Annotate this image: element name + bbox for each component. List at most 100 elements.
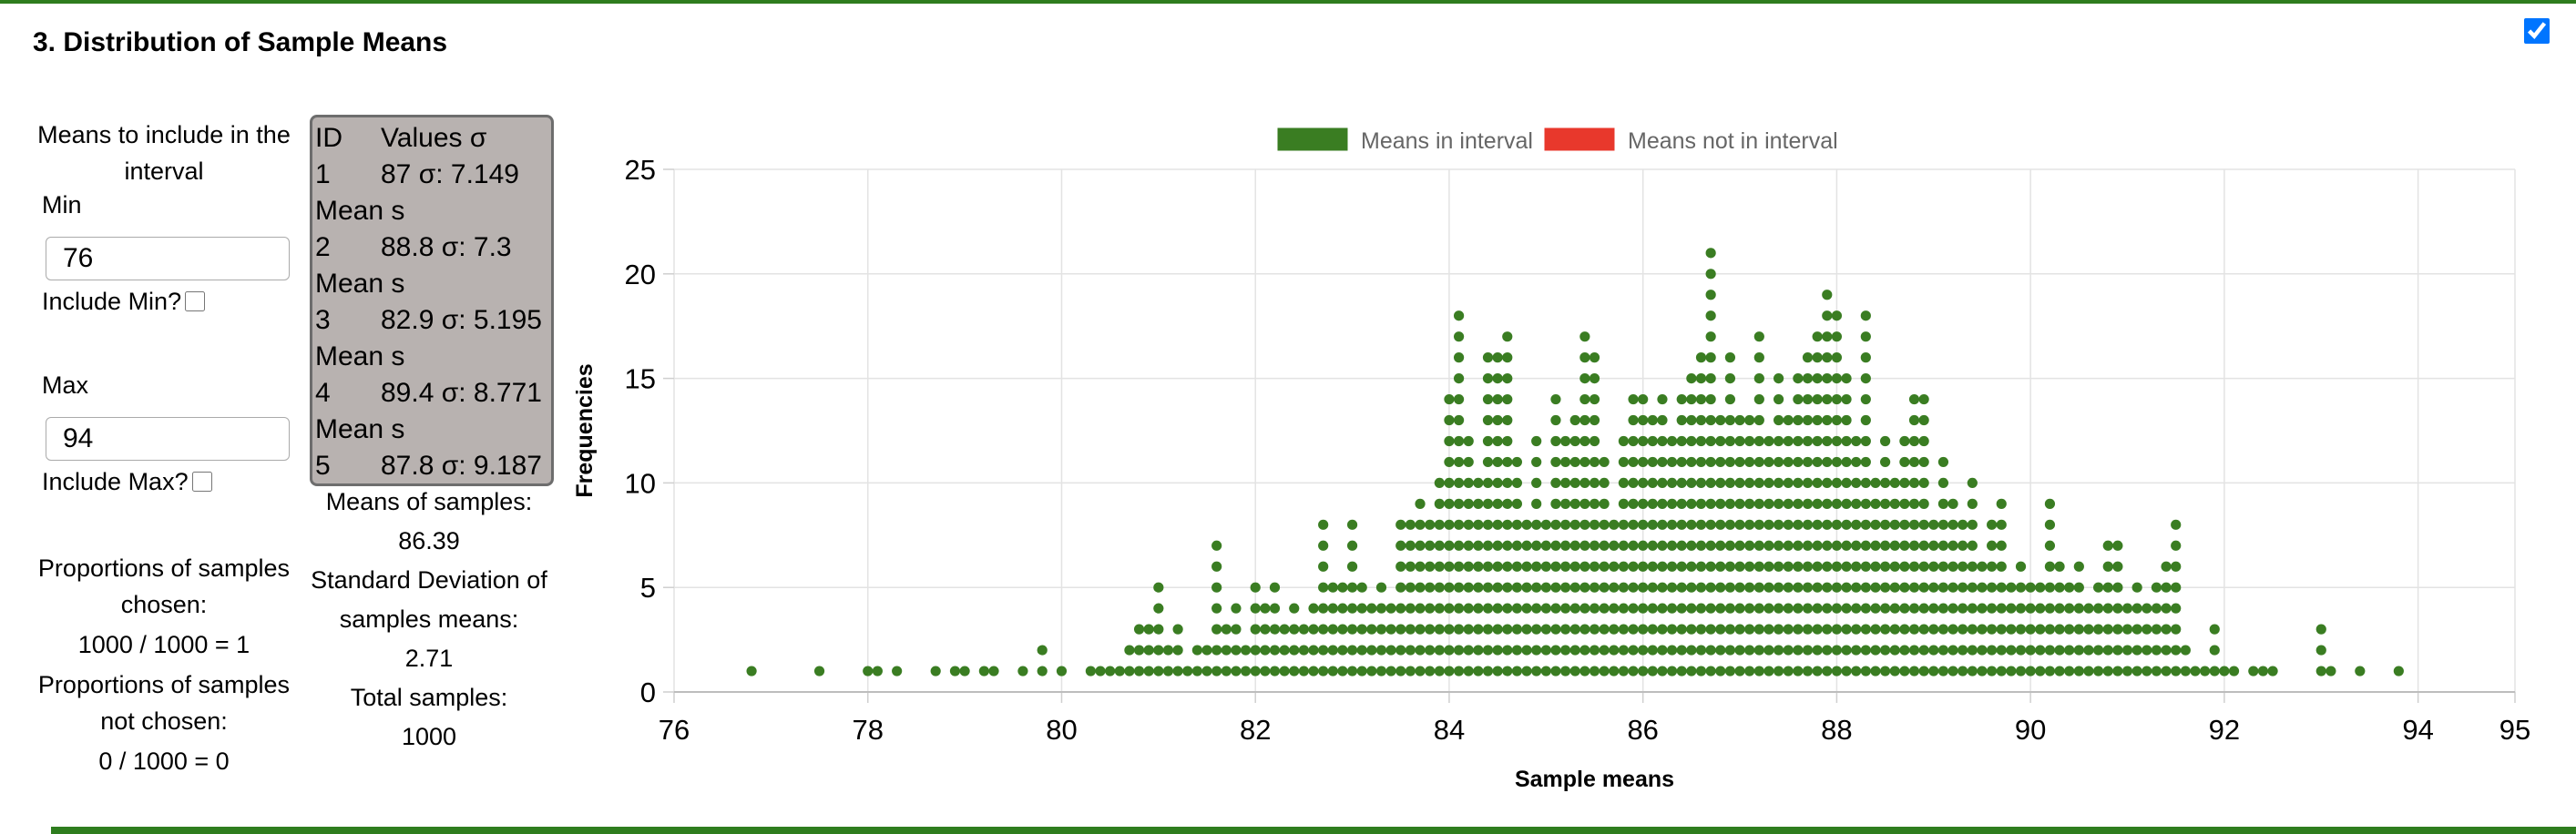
mean-dot [1327,666,1338,676]
mean-dot [1589,666,1600,676]
mean-dot [1705,290,1716,300]
mean-dot [2180,645,2191,656]
mean-dot [1860,414,1871,426]
mean-dot [1599,519,1610,530]
mean-dot [2121,624,2133,635]
mean-dot [1502,435,1513,447]
include-min-checkbox[interactable] [185,291,206,311]
mean-dot [1647,456,1658,468]
mean-dot [1841,561,1852,572]
chart-legend: Means in interval Means not in interval [1276,127,1838,154]
mean-dot [1502,582,1513,593]
mean-dot [1870,561,1881,572]
mean-dot [1899,561,1910,572]
mean-dot [1531,624,1542,635]
mean-dot [1638,603,1649,614]
samples-list[interactable]: ID Values σ 1 87 σ: 7.149 Mean s 2 88.8 σ: … [310,115,554,486]
mean-dot [1715,456,1726,468]
mean-dot [1511,477,1523,488]
mean-dot [1695,456,1707,468]
mean-dot [1734,603,1745,614]
sample-value: 87.8 σ: 9.187 [381,451,542,481]
min-input[interactable] [46,237,290,280]
mean-dot [1705,645,1716,656]
mean-dot [2142,645,2152,656]
mean-dot [1482,435,1494,447]
mean-dot [1444,603,1455,614]
mean-dot [1502,519,1513,530]
mean-dot [1260,666,1271,676]
mean-dot [1395,603,1406,614]
mean-dot [1559,645,1571,656]
mean-dot [1618,477,1630,488]
mean-dot [1724,603,1736,614]
mean-dot [2131,666,2142,676]
chart-axes: 76 78 80 82 84 86 88 90 92 94 95 0 5 10 15 20 25 [625,154,2531,746]
mean-dot [1153,645,1164,656]
mean-dot [1783,582,1794,593]
mean-dot [1153,624,1164,635]
mean-dot [1967,540,1978,551]
mean-dot [1908,456,1920,468]
mean-dot [1657,435,1668,447]
mean-dot [2015,666,2027,676]
mean-dot [1579,414,1590,426]
mean-dot [1831,582,1843,593]
mean-dot [1550,498,1561,509]
mean-dot [1918,519,1929,530]
mean-dot [1831,435,1843,447]
mean-dot [1802,666,1814,676]
section-toggle-checkbox[interactable] [2524,18,2550,44]
mean-dot [1734,561,1745,572]
mean-dot [1172,645,1183,656]
mean-dot [2044,519,2056,530]
mean-dot [1444,666,1455,676]
include-max-checkbox[interactable] [191,472,212,492]
mean-dot [1753,352,1764,363]
mean-dot [2073,666,2084,676]
mean-dot [1492,624,1503,635]
mean-dot [1880,540,1891,551]
mean-dot [1860,603,1871,614]
mean-dot [2083,666,2094,676]
mean-dot [1705,352,1716,363]
mean-dot [1676,582,1687,593]
mean-dot [1822,331,1833,342]
mean-dot [1346,603,1358,614]
mean-dot [2073,582,2084,593]
x-axis-title: Sample means [1515,767,1674,792]
y-tick-label: 20 [625,259,656,290]
samples-header-values: Values σ [381,123,487,153]
mean-dot [1676,477,1687,488]
mean-dot [1977,603,1988,614]
mean-dot [1540,624,1551,635]
mean-dot [2209,666,2220,676]
mean-dot [1705,561,1716,572]
samples-header: ID Values σ [315,120,551,157]
mean-dot [1550,561,1561,572]
mean-dot [1502,352,1513,363]
mean-dot [1908,624,1920,635]
sample-id: 5 [315,451,331,481]
mean-dot [1191,645,1202,656]
mean-dot [1666,477,1678,488]
mean-dot [1366,603,1377,614]
mean-dot [1880,645,1891,656]
mean-dot [2093,624,2104,635]
mean-dot [1521,519,1532,530]
mean-dot [1162,666,1174,676]
mean-dot [1967,561,1978,572]
mean-dot [1337,666,1348,676]
mean-dot [1628,666,1639,676]
mean-dot [1618,435,1630,447]
mean-dot [1724,435,1736,447]
mean-dot [1774,414,1784,426]
mean-dot [1987,582,1998,593]
mean-dot [1540,519,1551,530]
mean-dot [2171,666,2182,676]
mean-dot [1802,373,1814,384]
mean-dot [2093,666,2104,676]
x-tick-label: 80 [1046,714,1077,746]
mean-dot [2073,561,2084,572]
max-input[interactable] [46,417,290,461]
